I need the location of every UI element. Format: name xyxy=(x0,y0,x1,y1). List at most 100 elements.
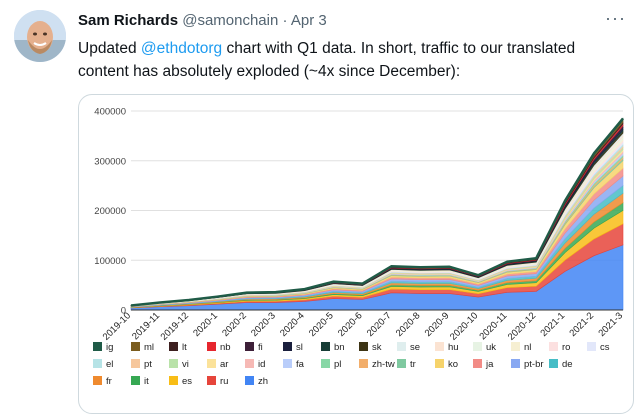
legend-item-de: de xyxy=(549,359,573,370)
legend-item-ro: ro xyxy=(549,342,570,353)
legend-swatch xyxy=(169,359,178,368)
legend-swatch xyxy=(321,342,330,351)
legend-swatch xyxy=(283,359,292,368)
legend-swatch xyxy=(245,376,254,385)
legend-swatch xyxy=(359,359,368,368)
legend-label: fi xyxy=(258,342,263,353)
legend-item-fa: fa xyxy=(283,359,305,370)
legend-swatch xyxy=(473,342,482,351)
legend-label: cs xyxy=(600,342,610,353)
legend-item-nb: nb xyxy=(207,342,231,353)
legend-label: ar xyxy=(220,359,228,370)
legend-label: ru xyxy=(220,376,228,387)
legend-label: fa xyxy=(296,359,305,370)
author-name[interactable]: Sam Richards xyxy=(78,12,179,29)
legend-label: vi xyxy=(182,359,189,370)
legend-item-lt: lt xyxy=(169,342,187,353)
legend-swatch xyxy=(511,359,520,368)
chart-image-card[interactable]: 0 100000 200000 300000 400000 2019-10 2019-11 2… xyxy=(78,94,634,414)
legend-item-se: se xyxy=(397,342,420,353)
legend-item-id: id xyxy=(245,359,265,370)
legend-label: ja xyxy=(485,359,494,370)
x-tick-label: 2021-3 xyxy=(596,310,625,339)
legend-item-ig: ig xyxy=(93,342,113,353)
legend-label: pt-br xyxy=(524,359,544,370)
legend-label: ro xyxy=(562,342,570,353)
legend-swatch xyxy=(93,376,102,385)
legend-swatch xyxy=(359,342,368,351)
legend-item-ko: ko xyxy=(435,359,458,370)
legend-swatch xyxy=(207,359,216,368)
legend-label: zh-tw xyxy=(372,359,395,370)
x-tick-label: 2020-6 xyxy=(336,310,365,339)
legend-swatch xyxy=(131,359,140,368)
legend-label: el xyxy=(106,359,113,370)
legend-swatch xyxy=(245,359,254,368)
tweet-date[interactable]: Apr 3 xyxy=(290,12,327,29)
legend-swatch xyxy=(93,359,102,368)
legend-item-ar: ar xyxy=(207,359,228,370)
y-tick-label: 300000 xyxy=(94,156,126,167)
legend-swatch xyxy=(397,342,406,351)
legend-label: ko xyxy=(448,359,458,370)
legend-swatch xyxy=(245,342,254,351)
x-tick-label: 2021-1 xyxy=(539,310,568,339)
legend-swatch xyxy=(397,359,406,368)
legend-swatch xyxy=(587,342,596,351)
legend-swatch xyxy=(283,342,292,351)
legend-label: hu xyxy=(448,342,459,353)
legend-label: nl xyxy=(524,342,531,353)
legend-item-pt-br: pt-br xyxy=(511,359,544,370)
legend-item-es: es xyxy=(169,376,192,387)
legend-swatch xyxy=(93,342,102,351)
legend-item-pt: pt xyxy=(131,359,152,370)
legend-label: se xyxy=(410,342,420,353)
more-options-icon[interactable]: ··· xyxy=(605,8,626,28)
legend-swatch xyxy=(169,376,178,385)
x-tick-label: 2020-11 xyxy=(477,310,509,342)
legend-label: de xyxy=(562,359,573,370)
legend-item-el: el xyxy=(93,359,113,370)
legend-swatch xyxy=(435,342,444,351)
legend-swatch xyxy=(473,359,482,368)
tweet-header: Sam Richards @samonchain · Apr 3 xyxy=(78,12,327,29)
legend-swatch xyxy=(207,342,216,351)
y-tick-label: 400000 xyxy=(94,107,126,118)
legend-item-sl: sl xyxy=(283,342,303,353)
legend-label: sk xyxy=(372,342,382,353)
legend-swatch xyxy=(435,359,444,368)
y-tick-label: 200000 xyxy=(94,206,126,217)
x-tick-label: 2020-10 xyxy=(448,310,480,342)
x-tick-label: 2020-5 xyxy=(307,310,336,339)
x-tick-label: 2019-12 xyxy=(159,310,191,342)
x-tick-label: 2020-8 xyxy=(394,310,423,339)
legend-item-zh-tw: zh-tw xyxy=(359,359,395,370)
avatar-image xyxy=(14,10,66,62)
legend-swatch xyxy=(549,342,558,351)
legend-label: uk xyxy=(486,342,496,353)
legend-item-fr: fr xyxy=(93,376,112,387)
legend-label: bn xyxy=(334,342,345,353)
legend-item-pl: pl xyxy=(321,359,341,370)
legend-item-fi: fi xyxy=(245,342,263,353)
legend-swatch xyxy=(131,342,140,351)
legend-item-hu: hu xyxy=(435,342,459,353)
legend-swatch xyxy=(169,342,178,351)
y-tick-label: 0 xyxy=(121,306,126,317)
mention-link[interactable]: @ethdotorg xyxy=(140,40,223,57)
author-avatar[interactable] xyxy=(14,10,66,62)
x-tick-label: 2021-2 xyxy=(567,310,596,339)
legend-item-it: it xyxy=(131,376,149,387)
legend-swatch xyxy=(511,342,520,351)
legend-swatch xyxy=(207,376,216,385)
x-tick-label: 2020-4 xyxy=(278,310,307,339)
legend-item-nl: nl xyxy=(511,342,531,353)
legend-item-bn: bn xyxy=(321,342,345,353)
author-handle[interactable]: @samonchain xyxy=(182,12,279,29)
legend-label: id xyxy=(258,359,265,370)
x-tick-label: 2020-7 xyxy=(365,310,394,339)
legend-label: ml xyxy=(144,342,154,353)
x-tick-label: 2019-10 xyxy=(101,310,133,342)
legend-item-sk: sk xyxy=(359,342,382,353)
legend-label: sl xyxy=(296,342,303,353)
